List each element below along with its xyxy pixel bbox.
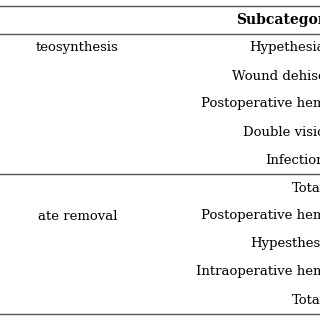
Text: Postoperative hem: Postoperative hem — [201, 98, 320, 110]
Text: Hypesthesi: Hypesthesi — [251, 237, 320, 251]
Text: Total: Total — [292, 181, 320, 195]
Text: ate removal: ate removal — [38, 210, 118, 222]
Text: Subcategor: Subcategor — [236, 13, 320, 27]
Text: Infection: Infection — [265, 154, 320, 166]
Text: Double visio: Double visio — [243, 125, 320, 139]
Text: Intraoperative hem: Intraoperative hem — [196, 266, 320, 278]
Text: Postoperative hem: Postoperative hem — [201, 210, 320, 222]
Text: Hypethesia: Hypethesia — [249, 42, 320, 54]
Text: teosynthesis: teosynthesis — [35, 42, 118, 54]
Text: Wound dehisc: Wound dehisc — [232, 69, 320, 83]
Text: Total: Total — [292, 293, 320, 307]
